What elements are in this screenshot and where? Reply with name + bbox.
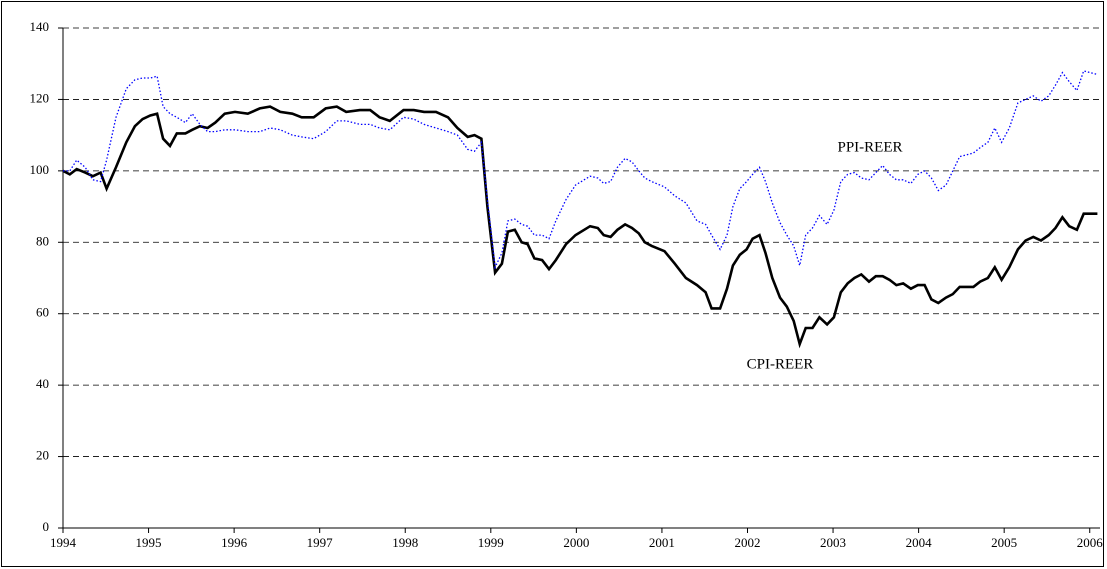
- x-tick-label: 2004: [906, 535, 933, 550]
- x-tick-label: 2002: [734, 535, 760, 550]
- x-tick-label: 2003: [820, 535, 846, 550]
- x-tick-label: 2005: [991, 535, 1017, 550]
- x-tick-label: 1994: [50, 535, 77, 550]
- x-tick-label: 2001: [649, 535, 675, 550]
- y-tick-label: 40: [36, 376, 49, 391]
- x-tick-label: 1996: [221, 535, 248, 550]
- series-line: [63, 70, 1098, 270]
- series-line: [62, 105, 1098, 349]
- x-tick-label: 1998: [392, 535, 418, 550]
- y-tick-label: 20: [36, 448, 49, 463]
- x-tick-label: 2000: [563, 535, 589, 550]
- x-tick-label: 2006: [1077, 535, 1104, 550]
- y-tick-label: 140: [30, 19, 50, 34]
- x-tick-label: 1995: [136, 535, 162, 550]
- x-tick-label: 1997: [307, 535, 334, 550]
- x-tick-label: 1999: [478, 535, 504, 550]
- y-tick-label: 80: [36, 233, 49, 248]
- y-tick-label: 120: [30, 90, 50, 105]
- series-label: PPI-REER: [837, 139, 902, 155]
- y-tick-label: 0: [43, 519, 50, 534]
- series-label: CPI-REER: [747, 356, 814, 372]
- y-tick-label: 100: [30, 162, 50, 177]
- y-tick-label: 60: [36, 305, 49, 320]
